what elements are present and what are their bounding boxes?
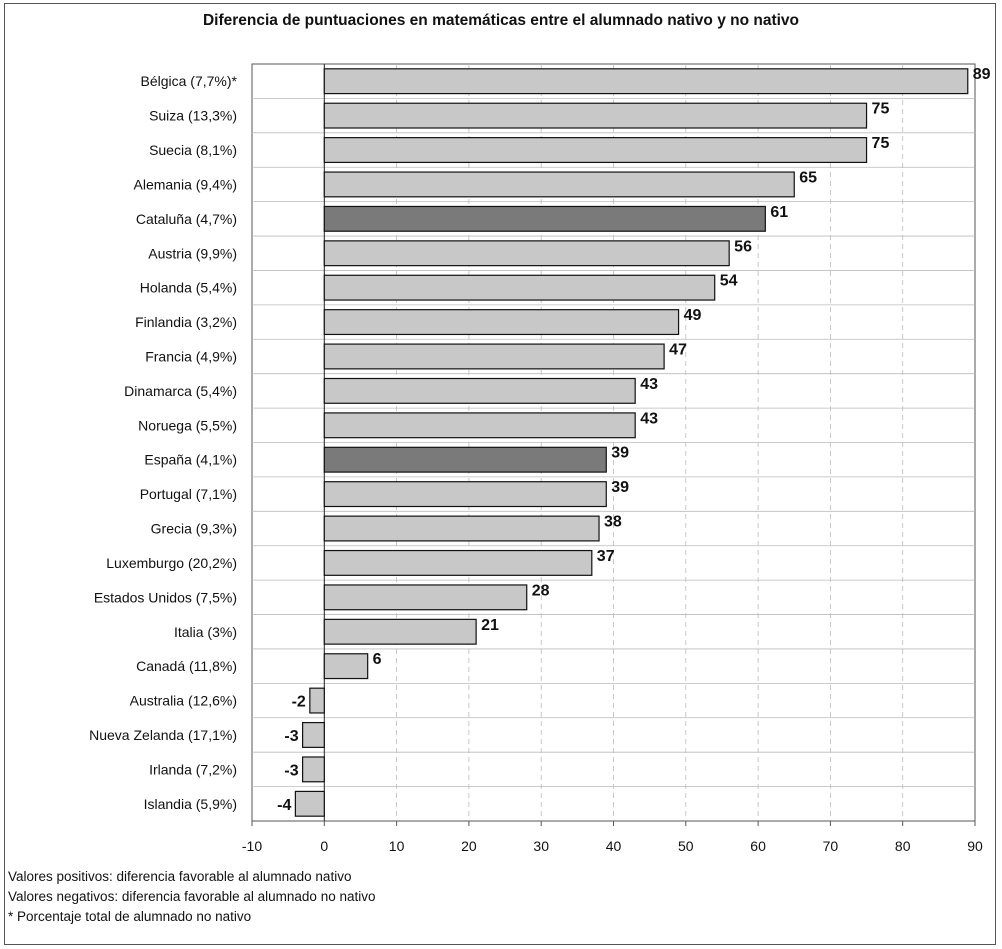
value-label: 54 [720, 273, 738, 290]
category-label: Nueva Zelanda (17,1%) [89, 727, 237, 743]
bar [323, 481, 607, 508]
bar [309, 687, 325, 714]
bar [323, 309, 680, 336]
value-label: 21 [481, 617, 499, 634]
note-negative: Valores negativos: diferencia favorable … [8, 889, 376, 904]
value-label: 39 [611, 445, 629, 462]
value-label: -2 [292, 694, 306, 711]
value-label: 47 [669, 341, 687, 358]
category-label: Finlandia (3,2%) [135, 314, 237, 330]
chart-title: Diferencia de puntuaciones en matemática… [202, 12, 800, 29]
x-tick-label: 80 [895, 838, 911, 854]
category-label: Bélgica (7,7%)* [141, 73, 238, 89]
category-label: Irlanda (7,2%) [149, 761, 237, 777]
bars-layer [294, 68, 969, 817]
x-tick-label: 90 [967, 838, 983, 854]
category-label: Austria (9,9%) [148, 245, 237, 261]
bar [323, 618, 477, 645]
bar [302, 721, 325, 748]
value-label: 43 [640, 410, 658, 427]
category-label: Alemania (9,4%) [134, 176, 238, 192]
bar [302, 756, 325, 783]
chart-notes: Valores positivos: diferencia favorable … [8, 867, 375, 927]
value-label: 56 [734, 238, 752, 255]
value-label: 28 [532, 582, 550, 599]
labels-layer: -10 0 10 20 30 40 50 60 70 80 90 Bélgica (7,7%)* 89 S… [89, 66, 991, 854]
category-label: Francia (4,9%) [145, 348, 237, 364]
category-label: España (4,1%) [144, 452, 237, 468]
bar [323, 377, 636, 404]
bar [323, 584, 528, 611]
category-label: Holanda (5,4%) [140, 280, 237, 296]
bar [323, 549, 593, 576]
x-tick-label: 0 [320, 838, 328, 854]
category-label: Grecia (9,3%) [151, 521, 237, 537]
bar [323, 343, 665, 370]
value-label: -4 [277, 797, 291, 814]
x-tick-label: 60 [750, 838, 766, 854]
value-label: 37 [597, 548, 615, 565]
value-label: 61 [770, 204, 788, 221]
x-tick-label: 70 [823, 838, 839, 854]
value-label: 43 [640, 376, 658, 393]
bar [323, 446, 607, 473]
bar [323, 240, 730, 267]
x-tick-label: 40 [606, 838, 622, 854]
category-label: Islandia (5,9%) [144, 796, 237, 812]
value-label: -3 [284, 728, 298, 745]
category-label: Cataluña (4,7%) [136, 211, 237, 227]
note-asterisk: * Porcentaje total de alumnado no nativo [8, 909, 252, 924]
bar [323, 412, 636, 439]
value-label: 38 [604, 514, 622, 531]
x-tick-label: -10 [242, 838, 262, 854]
bar [323, 274, 716, 301]
note-positive: Valores positivos: diferencia favorable … [8, 869, 352, 884]
bar [323, 515, 600, 542]
category-label: Luxemburgo (20,2%) [106, 555, 237, 571]
category-label: Suiza (13,3%) [149, 108, 237, 124]
category-label: Suecia (8,1%) [149, 142, 237, 158]
grid-layer [251, 63, 976, 826]
category-label: Australia (12,6%) [130, 693, 237, 709]
value-label: 6 [373, 651, 382, 668]
category-label: Noruega (5,5%) [138, 417, 237, 433]
bar [323, 205, 766, 232]
value-label: 39 [611, 479, 629, 496]
bar [323, 653, 369, 680]
value-label: 75 [872, 101, 890, 118]
category-label: Canadá (11,8%) [136, 658, 237, 674]
value-label: 75 [872, 135, 890, 152]
x-tick-label: 10 [389, 838, 405, 854]
bar [323, 171, 795, 198]
bar [323, 68, 969, 95]
value-label: -3 [284, 762, 298, 779]
value-label: 89 [973, 66, 991, 83]
category-label: Dinamarca (5,4%) [124, 383, 237, 399]
bar [294, 790, 325, 817]
category-label: Italia (3%) [174, 624, 237, 640]
value-label: 65 [799, 169, 817, 186]
bar [323, 137, 868, 164]
category-label: Estados Unidos (7,5%) [94, 589, 237, 605]
x-tick-label: 50 [678, 838, 694, 854]
x-tick-label: 20 [461, 838, 477, 854]
x-tick-label: 30 [533, 838, 549, 854]
category-label: Portugal (7,1%) [140, 486, 237, 502]
bar [323, 102, 868, 129]
value-label: 49 [684, 307, 702, 324]
